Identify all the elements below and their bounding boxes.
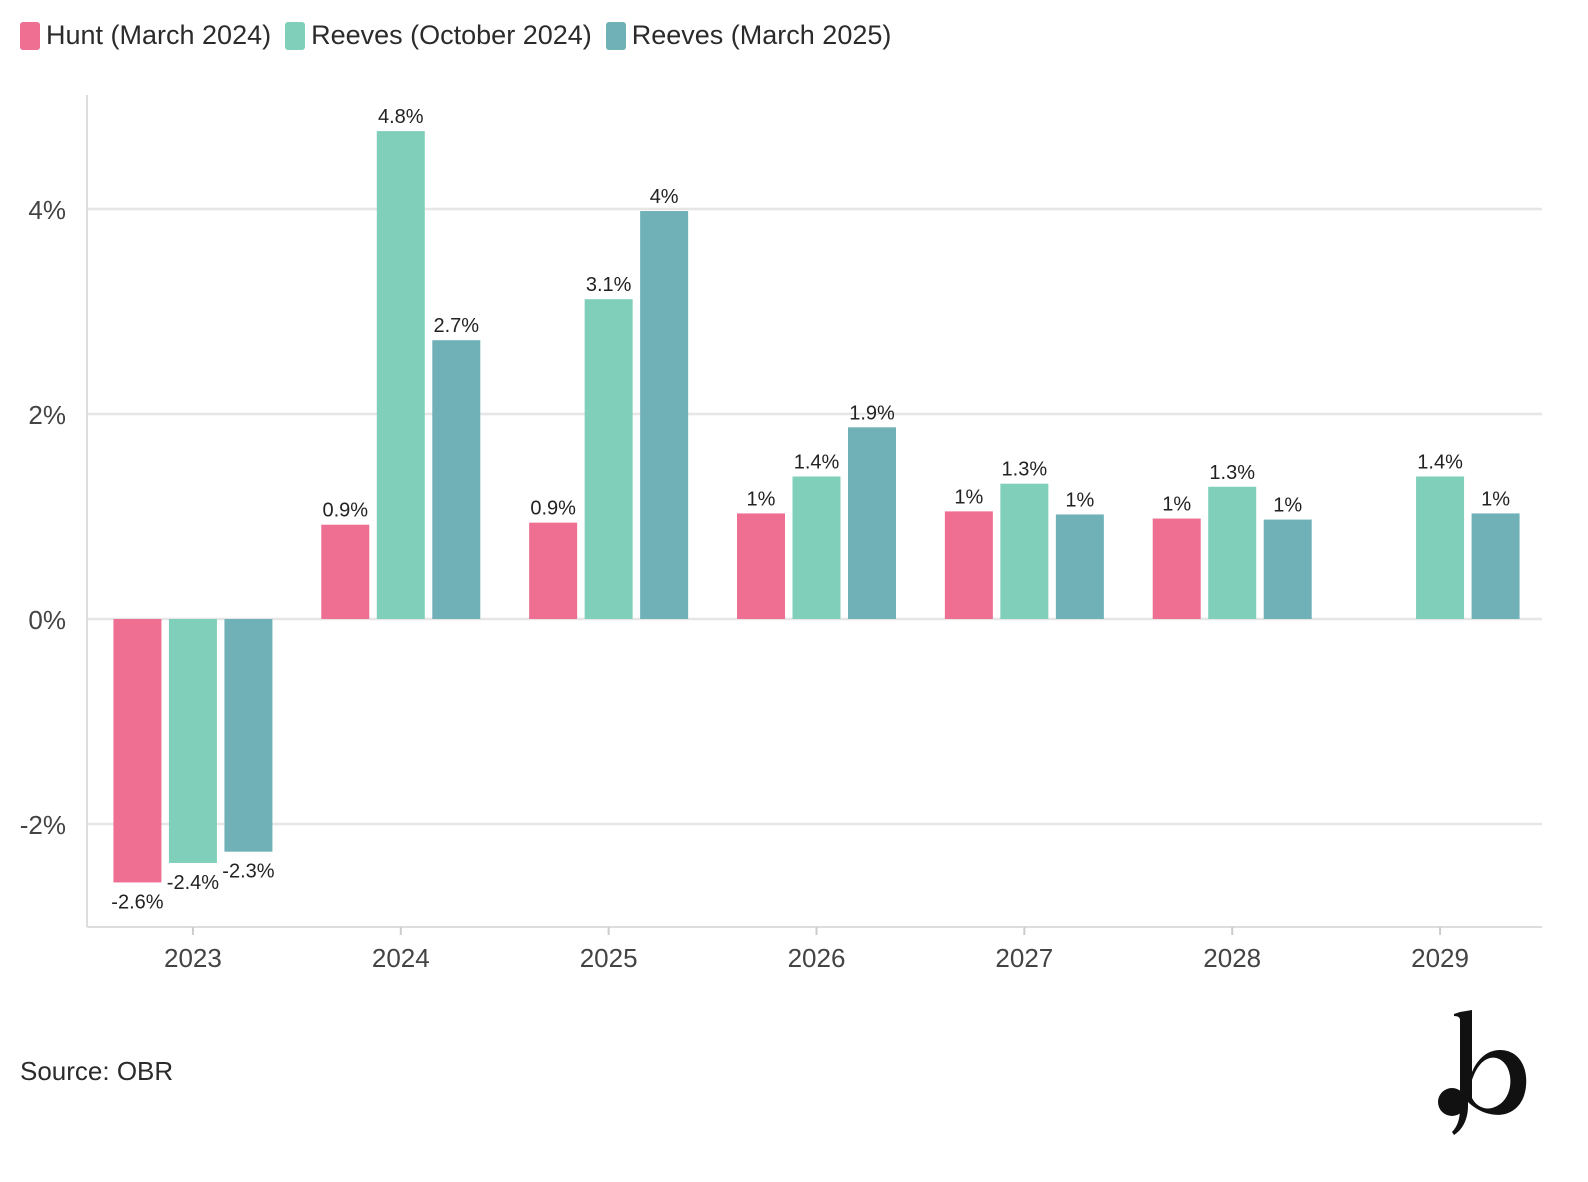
- y-tick-label: 2%: [28, 400, 66, 430]
- data-label: 1.4%: [1417, 452, 1463, 474]
- bar: [1152, 518, 1201, 619]
- data-label: 0.9%: [322, 500, 368, 522]
- data-label: 1%: [747, 488, 776, 510]
- bar: [944, 511, 993, 619]
- bar: [1055, 514, 1104, 619]
- bar: [1263, 519, 1312, 619]
- x-tick-label: 2028: [1203, 943, 1261, 973]
- data-label: 4%: [650, 186, 679, 208]
- data-label: 1.4%: [794, 452, 840, 474]
- legend-item: Reeves (October 2024): [285, 20, 592, 51]
- bar: [224, 619, 273, 852]
- data-label: 1.3%: [1209, 462, 1255, 484]
- bar: [1416, 476, 1465, 619]
- bar: [168, 619, 217, 863]
- data-label: 1%: [1481, 488, 1510, 510]
- bar: [321, 524, 370, 619]
- legend-label: Hunt (March 2024): [46, 20, 272, 50]
- x-tick-label: 2027: [995, 943, 1053, 973]
- data-label: 1%: [954, 486, 983, 508]
- x-tick-label: 2024: [372, 943, 430, 973]
- data-label: 1%: [1065, 489, 1094, 511]
- bar: [432, 340, 481, 619]
- x-tick-label: 2023: [164, 943, 222, 973]
- x-tick-label: 2029: [1411, 943, 1469, 973]
- bar: [1208, 486, 1257, 619]
- legend-label: Reeves (March 2025): [631, 20, 892, 50]
- bar: [737, 513, 785, 619]
- bar: [584, 299, 633, 619]
- bar: [848, 427, 896, 619]
- data-label: 4.8%: [378, 106, 424, 128]
- data-label: 1%: [1162, 494, 1191, 516]
- bar: [1000, 483, 1049, 619]
- data-label: 3.1%: [586, 274, 632, 296]
- y-tick-label: -2%: [20, 810, 66, 840]
- b-logo-icon: [1438, 1010, 1527, 1135]
- data-label: 1%: [1273, 495, 1302, 517]
- bar: [640, 211, 689, 620]
- y-tick-label: 4%: [28, 195, 66, 225]
- legend-label: Reeves (October 2024): [311, 20, 592, 50]
- legend-swatch: [285, 21, 306, 50]
- legend-item: Hunt (March 2024): [20, 20, 271, 51]
- legend-swatch: [605, 21, 626, 50]
- legend-swatch: [20, 21, 40, 50]
- data-label: -2.4%: [167, 872, 219, 894]
- bar: [113, 619, 162, 883]
- data-label: 2.7%: [433, 315, 479, 337]
- x-tick-label: 2025: [580, 943, 638, 973]
- bar-chart: -2% 0% 2% 4% 2023 -2.6%-2.4%-2.3% 2024 0.9% 4.8%…: [20, 95, 1542, 973]
- bar: [529, 522, 578, 619]
- data-label: 0.9%: [530, 498, 576, 520]
- x-tick-label: 2026: [788, 943, 846, 973]
- data-label: -2.3%: [222, 861, 274, 883]
- data-label: 1.9%: [849, 402, 895, 424]
- data-label: -2.6%: [111, 891, 163, 913]
- legend-item: Reeves (March 2025): [605, 20, 892, 51]
- bar: [792, 476, 841, 619]
- bar: [376, 131, 425, 619]
- bar: [1471, 513, 1520, 619]
- data-label: 1.3%: [1002, 459, 1048, 481]
- y-tick-label: 0%: [28, 605, 66, 635]
- chart-legend: Hunt (March 2024) Reeves (October 2024) Re…: [20, 20, 891, 51]
- source-note: Source: OBR: [20, 1056, 174, 1086]
